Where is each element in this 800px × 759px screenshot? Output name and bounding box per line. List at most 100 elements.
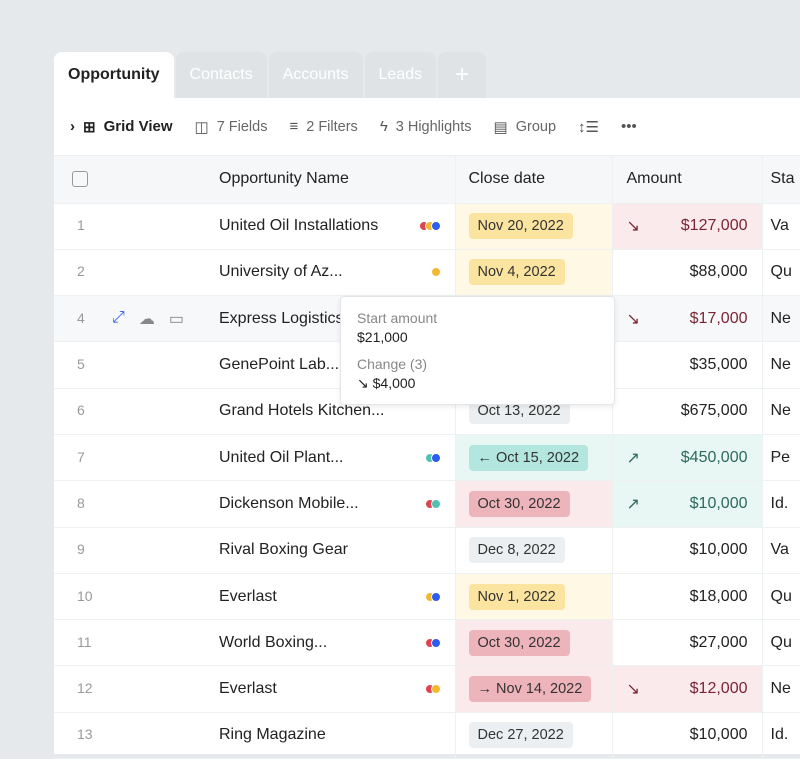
row-number: 13 bbox=[77, 726, 93, 743]
name-cell[interactable]: Everlast bbox=[205, 665, 455, 713]
close-date-cell[interactable]: ← Oct 15, 2022 bbox=[454, 434, 612, 482]
amount-cell[interactable]: ↗ $10,000 bbox=[611, 480, 762, 528]
row-height-button[interactable]: ↕☰ bbox=[578, 118, 599, 136]
table-row[interactable]: 8 Dickenson Mobile... Oct 30, 2022 ↗ $10,000… bbox=[54, 480, 800, 528]
column-header-name[interactable]: Opportunity Name bbox=[205, 156, 455, 204]
amount-cell[interactable]: ↗ $450,000 bbox=[611, 434, 762, 482]
stage-cell[interactable]: Ne bbox=[761, 388, 800, 435]
amount-wrapper: $18,000 bbox=[627, 588, 748, 606]
stage-cell[interactable]: Ne bbox=[761, 341, 800, 389]
name-cell[interactable]: University of Az... bbox=[205, 249, 455, 297]
tab-contacts[interactable]: Contacts bbox=[175, 52, 267, 98]
highlights-button[interactable]: ϟ 3 Highlights bbox=[380, 118, 472, 135]
filters-button[interactable]: ≡ 2 Filters bbox=[289, 118, 357, 135]
table-row[interactable]: 12 Everlast → Nov 14, 2022 ↘ $12,000 Ne bbox=[54, 665, 800, 713]
grid-view-button[interactable]: › ⊞ Grid View bbox=[70, 118, 173, 136]
table-row[interactable]: 6 Grand Hotels Kitchen... Oct 13, 2022 $675… bbox=[54, 388, 800, 435]
table-row[interactable]: 9 Rival Boxing Gear Dec 8, 2022 $10,000 Va bbox=[54, 527, 800, 574]
amount-cell[interactable]: ↘ $12,000 bbox=[611, 665, 762, 713]
stage-cell[interactable]: Ne bbox=[761, 295, 800, 343]
row-number-cell: 12 bbox=[54, 665, 205, 713]
close-date-cell[interactable]: Dec 27, 2022 bbox=[454, 712, 612, 759]
stage-cell[interactable]: Va bbox=[761, 527, 800, 574]
name-cell[interactable]: Ring Magazine bbox=[205, 712, 455, 759]
stage-cell[interactable]: Va bbox=[761, 203, 800, 250]
status-dots bbox=[424, 637, 441, 648]
amount-cell[interactable]: $18,000 bbox=[611, 573, 762, 621]
group-button[interactable]: ▤ Group bbox=[494, 118, 557, 136]
stage-cell[interactable]: Qu bbox=[761, 619, 800, 667]
amount-value: $17,000 bbox=[689, 309, 748, 327]
amount-cell[interactable]: $88,000 bbox=[611, 249, 762, 297]
fields-button[interactable]: ◫ 7 Fields bbox=[195, 118, 268, 136]
status-dot-yellow bbox=[430, 684, 441, 695]
row-number-cell: 1 bbox=[54, 203, 205, 250]
stage-cell[interactable]: Id. bbox=[761, 712, 800, 759]
name-wrapper: University of Az... bbox=[219, 263, 455, 281]
close-date-pill: ← Oct 15, 2022 bbox=[468, 444, 589, 471]
close-date-cell[interactable]: Nov 20, 2022 bbox=[454, 203, 612, 250]
amount-cell[interactable]: $10,000 bbox=[611, 527, 762, 574]
close-date-pill: Nov 1, 2022 bbox=[468, 583, 565, 610]
name-cell[interactable]: World Boxing... bbox=[205, 619, 455, 667]
trend-down-icon: ↘ bbox=[626, 310, 640, 328]
amount-cell[interactable]: $675,000 bbox=[611, 388, 762, 435]
name-wrapper: Dickenson Mobile... bbox=[219, 495, 455, 513]
table-row[interactable]: 2 University of Az... Nov 4, 2022 $88,000 Qu bbox=[54, 249, 800, 297]
name-cell[interactable]: United Oil Installations bbox=[205, 203, 455, 250]
table-row[interactable]: 13 Ring Magazine Dec 27, 2022 $10,000 Id. bbox=[54, 712, 800, 759]
name-wrapper: Everlast bbox=[219, 680, 455, 698]
amount-cell[interactable]: ↘ $17,000 bbox=[611, 295, 762, 343]
column-header-amount[interactable]: Amount bbox=[611, 156, 762, 204]
row-number-cell: 6 bbox=[54, 388, 205, 435]
amount-cell[interactable]: $35,000 bbox=[611, 341, 762, 389]
table-row[interactable]: 1 United Oil Installations Nov 20, 2022 ↘ $1… bbox=[54, 203, 800, 250]
add-tab-button[interactable]: + bbox=[438, 52, 487, 98]
trend-down-icon: ↘ bbox=[626, 218, 640, 236]
amount-value: $10,000 bbox=[689, 726, 748, 744]
amount-wrapper: ↘ $17,000 bbox=[627, 309, 748, 329]
opportunity-name: University of Az... bbox=[219, 263, 343, 281]
amount-wrapper: $27,000 bbox=[627, 634, 748, 652]
column-header-close-date[interactable]: Close date bbox=[454, 156, 612, 204]
more-button[interactable]: ••• bbox=[621, 118, 637, 135]
expand-icon[interactable]: ⤢ bbox=[112, 308, 125, 326]
amount-cell[interactable]: ↘ $127,000 bbox=[611, 203, 762, 250]
stage-cell[interactable]: Qu bbox=[761, 249, 800, 297]
amount-wrapper: $10,000 bbox=[627, 541, 748, 559]
opportunity-name: Express Logistics bbox=[219, 309, 344, 327]
table-row[interactable]: 11 World Boxing... Oct 30, 2022 $27,000 Qu bbox=[54, 619, 800, 667]
close-date-cell[interactable]: Nov 1, 2022 bbox=[454, 573, 612, 621]
comment-icon[interactable]: ▭ bbox=[168, 310, 184, 328]
close-date-cell[interactable]: Nov 4, 2022 bbox=[454, 249, 612, 297]
tab-opportunity[interactable]: Opportunity bbox=[54, 52, 174, 98]
table-row[interactable]: 7 United Oil Plant... ← Oct 15, 2022 ↗ $450,… bbox=[54, 434, 800, 482]
name-cell[interactable]: Rival Boxing Gear bbox=[205, 527, 455, 574]
stage-cell[interactable]: Qu bbox=[761, 573, 800, 621]
status-dots bbox=[430, 267, 441, 278]
select-all-checkbox[interactable] bbox=[72, 171, 88, 188]
name-cell[interactable]: Everlast bbox=[205, 573, 455, 621]
column-header-stage[interactable]: Sta bbox=[761, 156, 800, 204]
close-date-cell[interactable]: Oct 30, 2022 bbox=[454, 480, 612, 528]
table-row[interactable]: 10 Everlast Nov 1, 2022 $18,000 Qu bbox=[54, 573, 800, 621]
row-number: 4 bbox=[77, 309, 85, 326]
close-date-cell[interactable]: → Nov 14, 2022 bbox=[454, 665, 612, 713]
row-number-cell: 13 bbox=[54, 712, 205, 759]
status-dot-blue bbox=[430, 591, 441, 602]
close-date-cell[interactable]: Dec 8, 2022 bbox=[454, 527, 612, 574]
name-cell[interactable]: United Oil Plant... bbox=[205, 434, 455, 482]
status-dots bbox=[418, 221, 441, 232]
name-wrapper: World Boxing... bbox=[219, 634, 455, 652]
amount-wrapper: $675,000 bbox=[627, 402, 748, 420]
stage-cell[interactable]: Pe bbox=[761, 434, 800, 482]
tab-leads[interactable]: Leads bbox=[364, 52, 437, 98]
tab-accounts[interactable]: Accounts bbox=[268, 52, 363, 98]
close-date-cell[interactable]: Oct 30, 2022 bbox=[454, 619, 612, 667]
stage-cell[interactable]: Id. bbox=[761, 480, 800, 528]
amount-cell[interactable]: $27,000 bbox=[611, 619, 762, 667]
stage-cell[interactable]: Ne bbox=[761, 665, 800, 713]
name-cell[interactable]: Dickenson Mobile... bbox=[205, 480, 455, 528]
amount-cell[interactable]: $10,000 bbox=[611, 712, 762, 759]
cloud-icon[interactable]: ☁ bbox=[138, 310, 155, 328]
